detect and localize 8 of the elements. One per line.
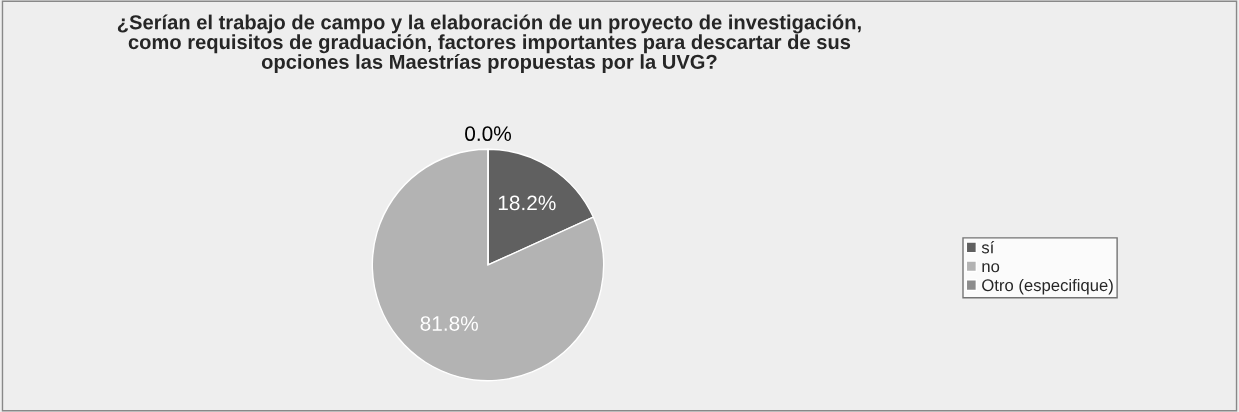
text: 0.0% [465,126,511,142]
legend-label: no [982,263,1000,273]
legend-label: Otro (especifique) [982,278,1113,295]
legend-label: sí [981,240,995,254]
chart-title: ¿Serían el trabajo de campo y la elaboración de un proyecto de investigación, como requisitos de graduación, factores importantes para descartar de sus opciones las Maestrías propuestas por la UVG? [117,14,861,73]
data-label: 81.8% [420,316,478,331]
data-label: 18.2% [498,195,556,211]
pie-slice [371,148,605,382]
